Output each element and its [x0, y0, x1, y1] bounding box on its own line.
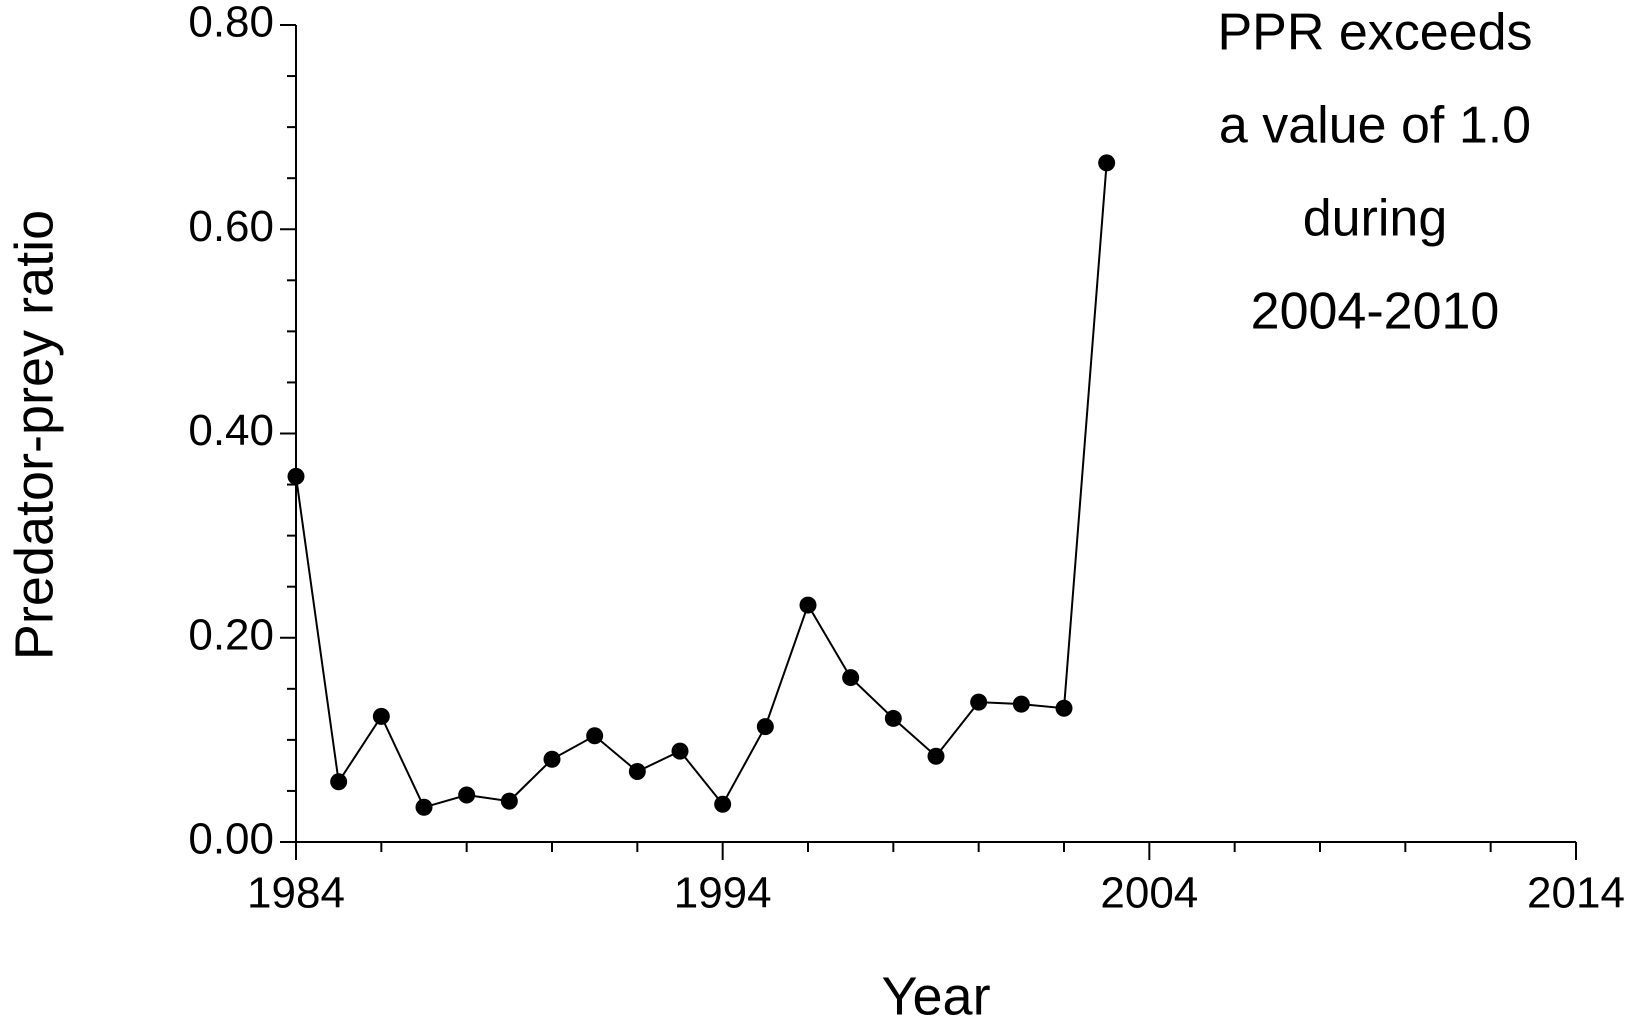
x-axis-label: Year — [881, 966, 990, 1024]
data-point — [628, 763, 646, 781]
x-tick-label: 1994 — [674, 869, 772, 918]
annotation: 2004-2010 — [1251, 283, 1500, 341]
y-axis-label: Predator-prey ratio — [4, 210, 64, 660]
data-point — [543, 750, 561, 768]
y-tick-label: 0.60 — [188, 202, 274, 251]
data-point — [372, 707, 390, 725]
data-point — [842, 669, 860, 687]
x-tick-label: 2014 — [1527, 869, 1625, 918]
data-point — [927, 747, 945, 765]
data-point — [586, 727, 604, 745]
y-tick-label: 0.00 — [188, 815, 274, 864]
x-tick-label: 2004 — [1100, 869, 1198, 918]
data-point — [415, 798, 433, 816]
data-point — [458, 786, 476, 804]
data-point — [884, 709, 902, 727]
annotation: during — [1303, 190, 1448, 248]
y-tick-label: 0.20 — [188, 610, 274, 659]
data-point — [671, 742, 689, 760]
data-point — [1055, 699, 1073, 717]
data-point — [287, 467, 305, 485]
x-tick-label: 1984 — [247, 869, 345, 918]
y-tick-label: 0.80 — [188, 0, 274, 47]
data-point — [1012, 695, 1030, 713]
annotation: a value of 1.0 — [1219, 97, 1531, 155]
series-line — [295, 162, 1108, 809]
data-point — [799, 596, 817, 614]
data-point — [330, 773, 348, 791]
annotation: PPR exceeds — [1217, 4, 1532, 62]
data-point — [714, 795, 732, 813]
data-point — [970, 693, 988, 711]
data-point — [1098, 154, 1116, 172]
y-tick-label: 0.40 — [188, 406, 274, 455]
data-point — [500, 792, 518, 810]
data-point — [756, 718, 774, 736]
